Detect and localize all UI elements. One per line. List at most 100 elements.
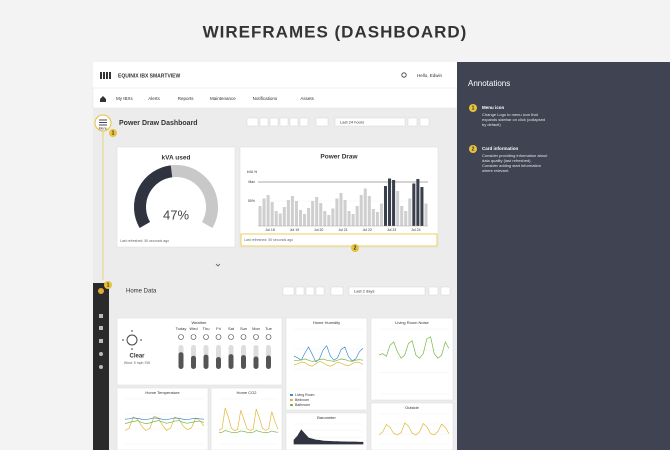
x-tick-label: Jul 21 <box>338 228 347 232</box>
annotations-panel <box>457 62 670 450</box>
temp-bar <box>216 357 221 369</box>
badge <box>109 129 117 137</box>
bar <box>294 201 298 226</box>
temp-bar <box>178 352 184 369</box>
sun-icon <box>122 330 142 350</box>
line <box>218 430 279 434</box>
time-range[interactable]: Last 24 hours <box>340 119 364 124</box>
bar <box>274 211 278 226</box>
temp-bar <box>203 354 209 369</box>
line <box>124 415 205 431</box>
note-text: Consider adding start information <box>482 163 541 168</box>
bar <box>347 211 351 226</box>
badge-number: 2 <box>354 246 357 252</box>
home-icon[interactable] <box>100 96 106 102</box>
nav-tab[interactable]: Alerts <box>148 96 160 101</box>
weather-icon <box>240 334 247 340</box>
bar <box>270 202 274 226</box>
nav-tab[interactable]: Assets <box>300 96 314 101</box>
panel <box>210 387 283 450</box>
weather-day: Sun <box>240 326 247 331</box>
line <box>124 420 205 425</box>
badge <box>469 104 477 112</box>
weather-icon <box>178 334 184 340</box>
weather-icon <box>203 334 209 340</box>
sidebar-icons[interactable] <box>98 288 104 369</box>
menu-label: Menu <box>99 126 108 130</box>
top-bar <box>93 62 457 88</box>
bar <box>379 203 383 226</box>
bar <box>258 206 262 226</box>
menu-icon[interactable] <box>99 119 107 126</box>
gauge-label: 47% <box>163 207 189 222</box>
bar <box>319 203 323 226</box>
legend-label: Bathroom <box>295 403 310 407</box>
bar <box>303 214 307 226</box>
nav-tab[interactable]: Notifications <box>253 96 278 101</box>
weather-icon <box>228 334 234 340</box>
panel-title: Living Room Noise <box>395 320 429 325</box>
x-tick-label: Jul 22 <box>363 228 372 232</box>
weather-day: Wed <box>189 326 197 331</box>
toolbar <box>246 117 430 127</box>
bar <box>282 207 286 226</box>
bar <box>335 198 339 226</box>
bar <box>400 206 404 226</box>
badge <box>469 145 477 153</box>
home-title[interactable]: Home Data <box>126 289 157 295</box>
bar <box>396 191 400 226</box>
nav-tab[interactable]: My IBXs <box>116 96 134 101</box>
panel-title: Home Temperature <box>145 390 180 395</box>
bar <box>351 214 355 226</box>
weather-icon <box>215 334 222 340</box>
panel-title: Home CO2 <box>236 390 257 395</box>
note-heading: Card information <box>482 146 519 151</box>
weather-icon <box>253 334 259 340</box>
expand-chevron[interactable] <box>215 263 221 267</box>
bar <box>343 200 347 226</box>
bar <box>339 193 343 226</box>
panel-title: Barometer <box>317 415 336 420</box>
badge-number: 1 <box>112 131 115 137</box>
toolbar <box>282 286 451 296</box>
line <box>218 407 279 431</box>
weather-icon <box>265 334 272 340</box>
nav-tab[interactable]: Maintenance <box>210 96 236 101</box>
card-title: Power Draw <box>320 154 358 161</box>
note-text: Consider providing information about <box>482 153 548 158</box>
card-footer: Last refreshed: 50 seconds ago <box>120 239 169 243</box>
weather-condition: Clear <box>129 354 145 360</box>
bar <box>375 212 379 226</box>
bar <box>266 195 270 226</box>
bar <box>392 180 396 226</box>
weather-day: Mon <box>252 326 260 331</box>
note-text: by default) <box>482 122 501 127</box>
card-footer: Last refreshed: 50 seconds ago <box>244 238 293 242</box>
nav-tab[interactable]: Reports <box>178 96 195 101</box>
brand: EQUINIX IBX SMARTVIEW <box>118 73 181 79</box>
panel <box>370 402 454 450</box>
card-title: kVA used <box>162 155 191 162</box>
x-tick-label: Jul 19 <box>290 228 299 232</box>
x-tick-label: Jul 18 <box>265 228 274 232</box>
line <box>293 345 364 363</box>
legend-swatch <box>290 404 293 406</box>
temp-bar <box>241 355 246 369</box>
user-menu[interactable]: Hello, Edwin <box>417 73 443 78</box>
bar <box>298 210 303 226</box>
note-text: where relevant. <box>482 168 509 173</box>
search-icon[interactable] <box>401 72 407 78</box>
bar <box>371 209 375 226</box>
bar <box>290 196 294 226</box>
badge-number: 2 <box>472 147 475 153</box>
line <box>293 358 364 362</box>
legend-swatch <box>290 394 293 396</box>
time-range[interactable]: Last 2 days <box>354 288 374 293</box>
dashboard-title[interactable]: Power Draw Dashboard <box>119 120 198 127</box>
line <box>378 422 450 436</box>
bar <box>363 188 367 226</box>
panel-title: Outside <box>405 405 420 410</box>
bar <box>383 186 388 226</box>
badge <box>104 281 112 289</box>
y-tick-label: 50% <box>248 199 255 203</box>
